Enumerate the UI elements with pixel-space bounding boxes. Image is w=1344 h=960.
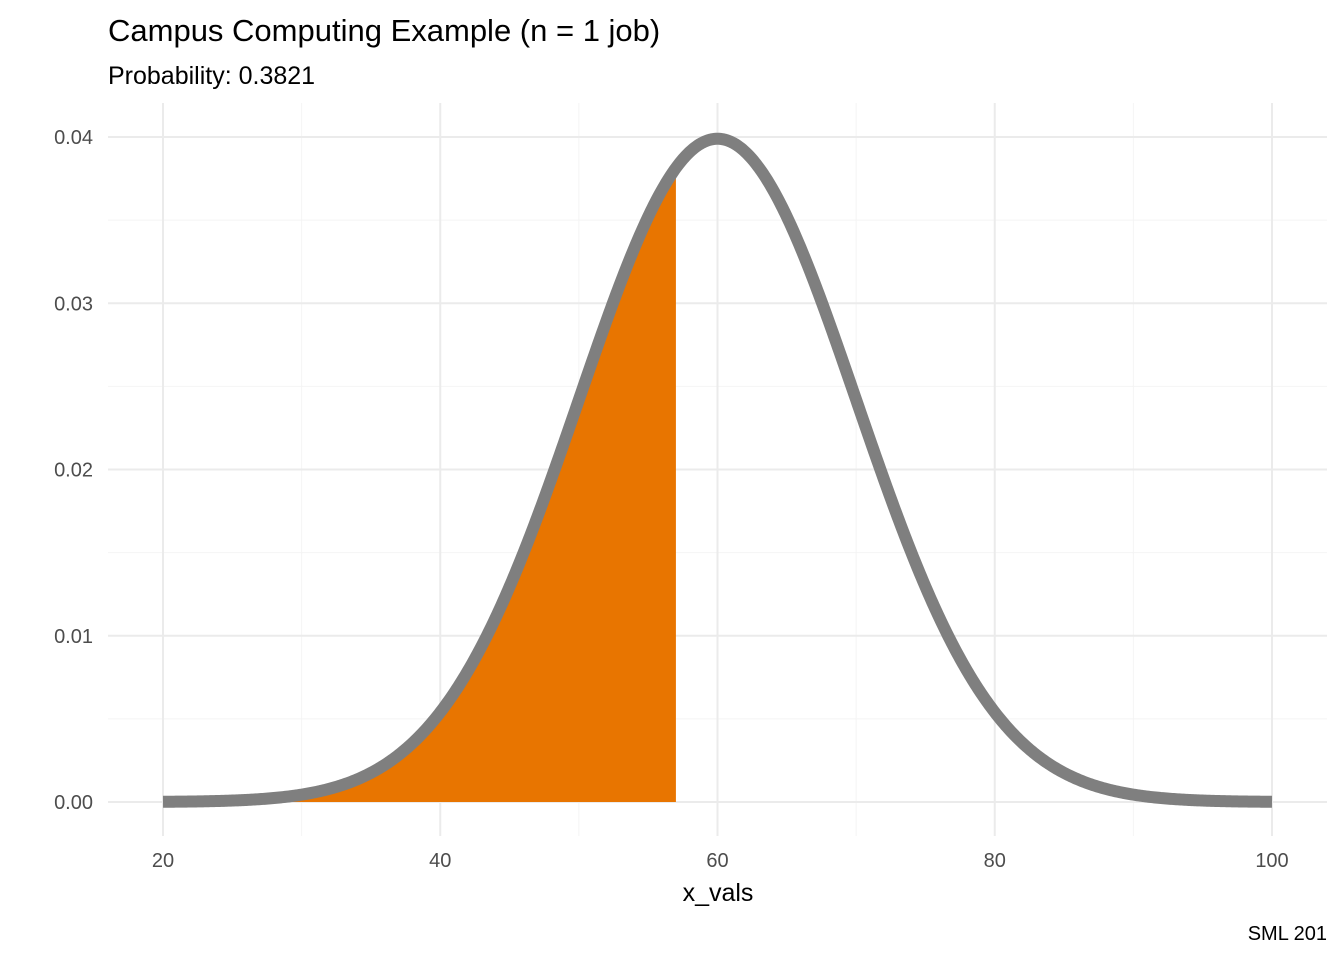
x-tick-label: 20 (152, 850, 174, 872)
shaded-probability-area (163, 167, 676, 803)
x-axis-title: x_vals (683, 879, 754, 907)
tick-layer: 20 40 60 80 100 0.00 0.01 0.02 0.03 0.04 (54, 127, 1289, 872)
curve-layer (158, 132, 1277, 808)
x-tick-label: 100 (1255, 850, 1288, 872)
x-tick-label: 40 (429, 850, 451, 872)
density-curve (158, 132, 1277, 808)
area-layer (163, 167, 676, 803)
chart-caption: SML 201 (1248, 923, 1327, 945)
y-tick-label: 0.03 (54, 293, 93, 315)
y-tick-label: 0.02 (54, 460, 93, 482)
y-tick-label: 0.04 (54, 127, 93, 149)
x-tick-label: 60 (706, 850, 728, 872)
chart-title: Campus Computing Example (n = 1 job) (108, 13, 660, 48)
y-tick-label: 0.00 (54, 792, 93, 814)
grid-layer (108, 103, 1327, 836)
x-tick-label: 80 (984, 850, 1006, 872)
y-tick-label: 0.01 (54, 626, 93, 648)
chart-subtitle: Probability: 0.3821 (108, 62, 315, 90)
